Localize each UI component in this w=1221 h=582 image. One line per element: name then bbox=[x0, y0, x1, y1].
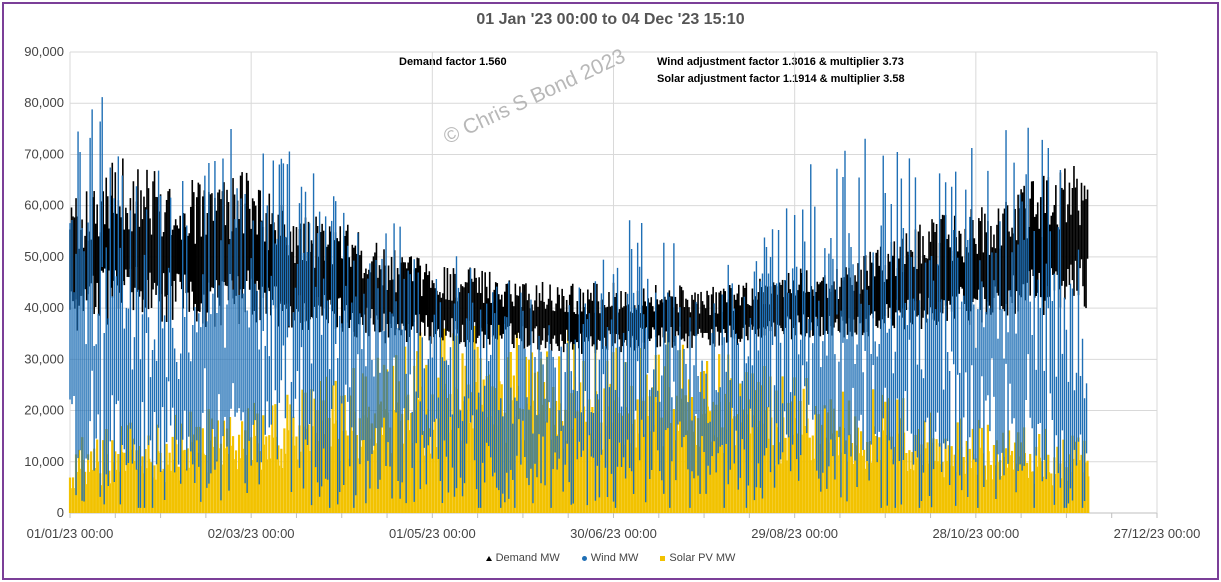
x-tick-label: 27/12/23 00:00 bbox=[1114, 526, 1201, 541]
legend-item-demand: Demand MW bbox=[485, 552, 560, 564]
demand-marker-icon bbox=[485, 555, 492, 561]
y-tick-label: 60,000 bbox=[24, 198, 64, 213]
legend-label-solar: Solar PV MW bbox=[669, 552, 736, 564]
y-tick-label: 70,000 bbox=[24, 146, 64, 161]
y-tick-label: 40,000 bbox=[24, 300, 64, 315]
x-tick-label: 30/06/23 00:00 bbox=[570, 526, 657, 541]
x-tick-label: 01/05/23 00:00 bbox=[389, 526, 476, 541]
y-tick-label: 90,000 bbox=[24, 44, 64, 59]
y-tick-label: 0 bbox=[57, 505, 64, 520]
legend-item-wind: Wind MW bbox=[581, 552, 639, 564]
demand-factor-annotation: Demand factor 1.560 bbox=[399, 56, 507, 68]
y-tick-label: 80,000 bbox=[24, 95, 64, 110]
chart-legend: Demand MW Wind MW Solar PV MW bbox=[0, 552, 1221, 564]
axis-ticks bbox=[69, 513, 1158, 518]
solar-factor-annotation: Solar adjustment factor 1.1914 & multipl… bbox=[657, 73, 905, 85]
wind-marker-icon bbox=[581, 555, 587, 561]
y-tick-label: 20,000 bbox=[24, 403, 64, 418]
y-tick-label: 10,000 bbox=[24, 454, 64, 469]
x-tick-label: 01/01/23 00:00 bbox=[27, 526, 114, 541]
x-tick-label: 28/10/23 00:00 bbox=[932, 526, 1019, 541]
x-tick-label: 29/08/23 00:00 bbox=[751, 526, 838, 541]
y-tick-label: 50,000 bbox=[24, 249, 64, 264]
legend-label-wind: Wind MW bbox=[590, 552, 639, 564]
y-tick-label: 30,000 bbox=[24, 351, 64, 366]
tick-labels: 0 10,000 20,000 30,000 40,000 50,000 60,000 70,… bbox=[24, 44, 1200, 541]
x-tick-label: 02/03/23 00:00 bbox=[208, 526, 295, 541]
wind-series bbox=[69, 97, 1088, 508]
legend-item-solar: Solar PV MW bbox=[660, 552, 735, 564]
wind-factor-annotation: Wind adjustment factor 1.3016 & multipli… bbox=[657, 56, 904, 68]
chart-title: 01 Jan '23 00:00 to 04 Dec '23 15:10 bbox=[476, 11, 745, 28]
solar-marker-icon bbox=[660, 555, 666, 561]
legend-label-demand: Demand MW bbox=[495, 552, 560, 564]
